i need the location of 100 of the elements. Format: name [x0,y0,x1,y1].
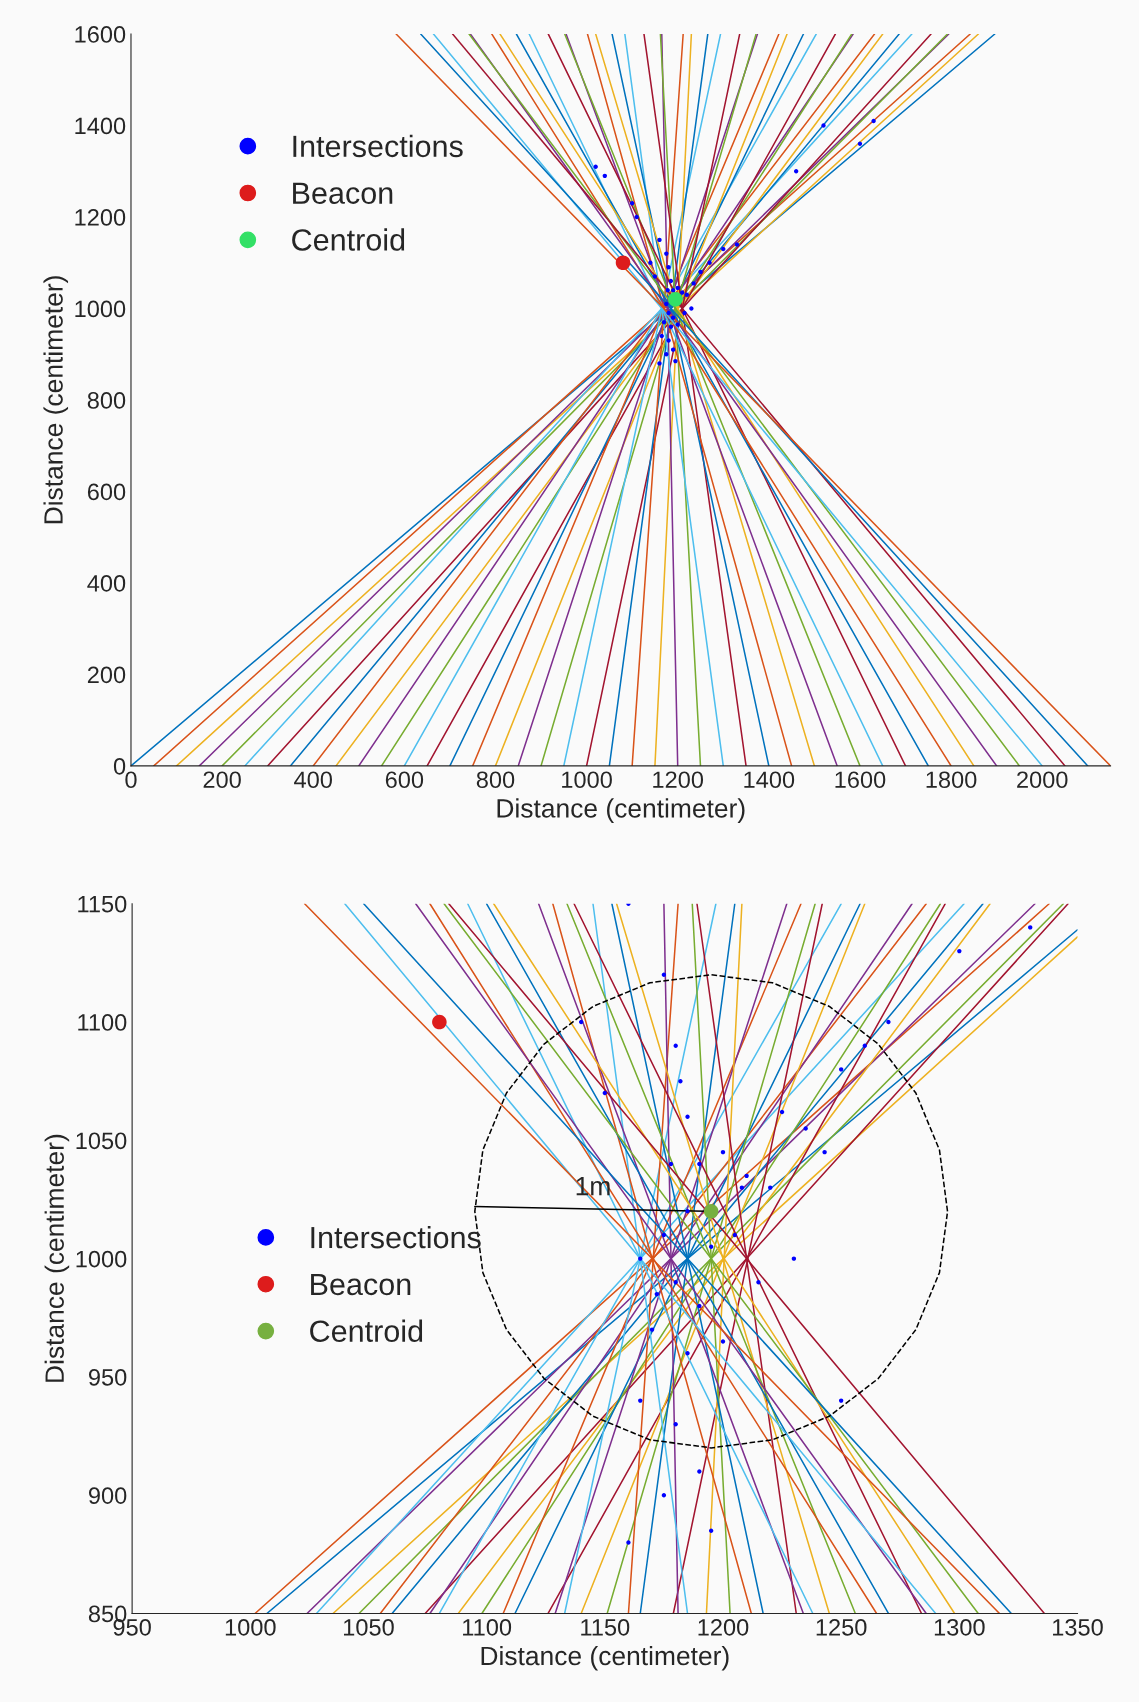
point [673,1280,678,1285]
x-tick-label: 1050 [344,1618,394,1636]
legend-label: Intersections [311,1225,481,1249]
point [668,1161,674,1167]
point [648,260,653,265]
y-tick-label: 1150 [78,895,127,913]
x-tick-label: 1100 [463,1618,512,1636]
x-tick-label: 1300 [934,1618,985,1636]
point [629,201,635,206]
x-tick-label: 200 [203,771,241,789]
y-tick-label: 1100 [78,1014,127,1031]
point [857,141,863,147]
y-tick-label: 1050 [76,1132,127,1150]
point [685,1209,690,1214]
legend-label: Centroid [310,1319,423,1343]
y-tick-label: 950 [88,1368,127,1386]
x-tick-label: 1200 [698,1618,749,1636]
point [668,292,683,307]
x-tick-label: 1800 [926,771,977,789]
x-tick-label: 1250 [816,1618,867,1636]
point [689,306,694,311]
x-tick-label: 2000 [1017,771,1068,789]
point [697,1161,702,1167]
point [661,1232,667,1238]
x-tick-label: 1400 [744,771,795,789]
point [666,338,671,343]
point [665,288,670,293]
point [703,1204,719,1219]
point [744,1173,749,1179]
point [602,1090,607,1096]
point [791,1256,797,1261]
point [666,265,671,270]
y-tick-label: 900 [88,1487,127,1504]
point [756,1280,761,1285]
y-tick-label: 0 [113,757,126,775]
point [691,281,696,286]
point [838,1398,844,1403]
x-tick-label: 1000 [562,771,612,789]
y-tick-label: 400 [87,575,126,592]
point [685,1114,690,1119]
y-tick-label: 1000 [76,1250,127,1268]
point [1028,925,1033,930]
point [670,288,676,293]
legend-label: Intersections [293,134,463,158]
point [668,324,674,329]
point [659,333,664,339]
point [707,260,712,265]
x-tick-label: 1350 [1053,1618,1103,1636]
y-tick-label: 1200 [75,209,126,226]
point [664,301,669,307]
x-tick-label: 1200 [653,771,704,789]
point [697,1469,702,1474]
point [661,972,667,977]
point [664,251,669,256]
y-tick-label: 200 [87,666,126,684]
point [673,1422,678,1427]
point [708,1528,714,1533]
point [649,1327,655,1332]
x-tick-label: 600 [385,771,424,789]
point [720,1149,726,1155]
point [732,1232,737,1238]
legend-label: Beacon [311,1273,411,1296]
point [666,310,671,316]
point [697,1303,702,1309]
point [680,290,685,295]
y-axis-title: Distance (centimeter) [44,1134,70,1382]
point [673,358,678,364]
x-tick-label: 1000 [225,1618,276,1636]
point [657,361,662,366]
point [822,1149,827,1155]
x-tick-label: 1150 [581,1618,630,1636]
y-tick-label: 600 [87,483,126,501]
point [634,214,639,220]
point [626,1540,631,1545]
point [615,255,631,271]
point [957,948,962,954]
point [684,292,690,297]
point [670,347,676,352]
point [720,1339,726,1344]
point [638,1398,643,1403]
point [871,118,876,124]
legend-label: Centroid [292,228,405,251]
point [652,274,658,279]
point [675,285,680,291]
point [838,1067,844,1072]
x-axis-title: Distance (centimeter) [481,1645,729,1671]
point [698,269,703,275]
point [675,322,680,327]
legend-label: Beacon [293,182,393,204]
point [734,242,740,247]
point [432,1014,447,1030]
x-axis-title: Distance (centimeter) [497,798,745,823]
point [654,1291,659,1297]
y-tick-label: 1400 [75,117,126,135]
point [682,310,687,316]
y-tick-label: 800 [87,392,126,409]
point [661,1493,667,1498]
x-tick-label: 800 [476,771,515,789]
point [602,173,607,179]
point [664,352,669,357]
